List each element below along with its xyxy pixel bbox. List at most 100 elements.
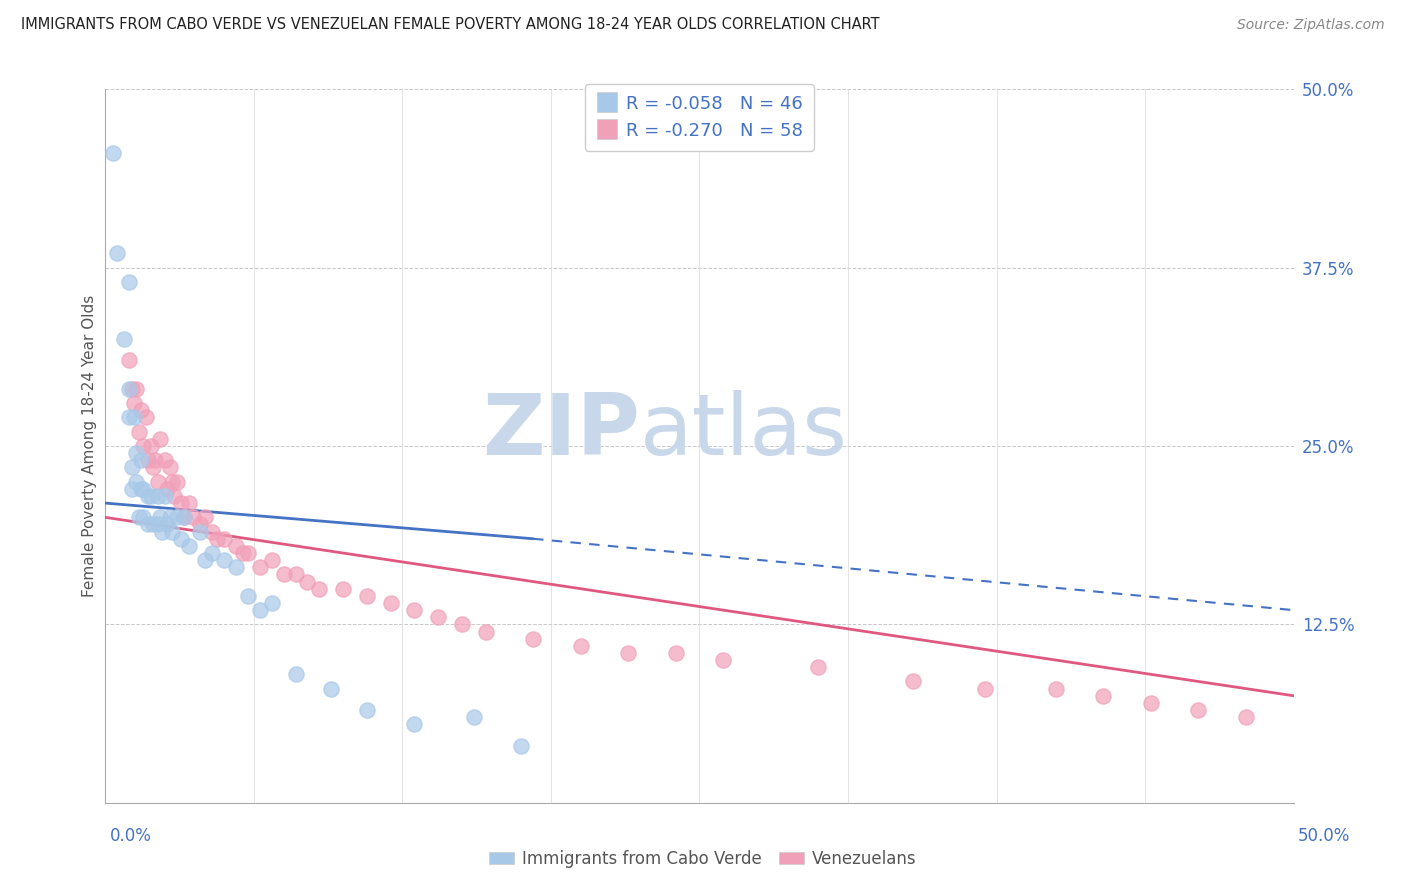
Text: 50.0%: 50.0% [1298,827,1350,845]
Point [173,510,195,524]
Point [121,482,143,496]
Point [129,453,152,467]
Point [118,353,141,368]
Point [121,382,143,396]
Point [139,439,162,453]
Point [183,510,205,524]
Point [136,517,159,532]
Point [142,517,165,532]
Point [142,460,165,475]
Point [284,567,307,582]
Point [201,524,224,539]
Point [128,425,150,439]
Point [510,739,533,753]
Text: ZIP: ZIP [482,390,640,474]
Point [273,567,295,582]
Point [170,532,193,546]
Point [159,460,181,475]
Legend: R = -0.058   N = 46, R = -0.270   N = 58: R = -0.058 N = 46, R = -0.270 N = 58 [585,84,814,151]
Point [522,632,544,646]
Point [177,496,200,510]
Point [132,510,155,524]
Point [1140,696,1163,710]
Point [450,617,472,632]
Point [225,560,247,574]
Point [1187,703,1209,717]
Point [332,582,354,596]
Point [114,332,136,346]
Point [260,596,283,610]
Point [665,646,688,660]
Point [284,667,307,681]
Point [236,589,259,603]
Point [236,546,259,560]
Point [232,546,254,560]
Point [143,453,166,467]
Point [194,553,217,567]
Point [404,603,426,617]
Point [163,489,186,503]
Point [177,539,200,553]
Point [194,510,217,524]
Point [1092,689,1115,703]
Point [190,524,212,539]
Point [807,660,830,674]
Point [474,624,496,639]
Point [139,489,162,503]
Point [308,582,330,596]
Point [260,553,283,567]
Point [225,539,247,553]
Point [125,382,148,396]
Point [297,574,319,589]
Point [122,410,145,425]
Point [617,646,640,660]
Point [135,410,157,425]
Point [1045,681,1067,696]
Point [146,517,169,532]
Point [136,489,159,503]
Point [249,603,271,617]
Point [152,524,174,539]
Point [380,596,402,610]
Point [404,717,426,731]
Point [190,517,212,532]
Point [973,681,995,696]
Point [170,496,193,510]
Point [166,510,188,524]
Point [121,460,143,475]
Point [711,653,734,667]
Point [128,510,150,524]
Point [146,475,169,489]
Point [136,453,159,467]
Point [205,532,228,546]
Point [101,146,124,161]
Point [356,703,378,717]
Point [903,674,925,689]
Point [146,489,169,503]
Point [156,482,179,496]
Text: atlas: atlas [640,390,848,474]
Point [132,482,155,496]
Text: 0.0%: 0.0% [110,827,152,845]
Point [122,396,145,410]
Point [201,546,224,560]
Point [132,439,155,453]
Point [153,453,176,467]
Point [356,589,378,603]
Point [118,382,141,396]
Point [166,475,188,489]
Point [118,275,141,289]
Point [569,639,592,653]
Point [214,553,236,567]
Point [125,475,148,489]
Point [160,475,183,489]
Point [129,403,152,417]
Point [105,246,128,260]
Point [159,510,181,524]
Point [118,410,141,425]
Point [153,489,176,503]
Point [1234,710,1257,724]
Point [129,482,152,496]
Point [249,560,271,574]
Point [214,532,236,546]
